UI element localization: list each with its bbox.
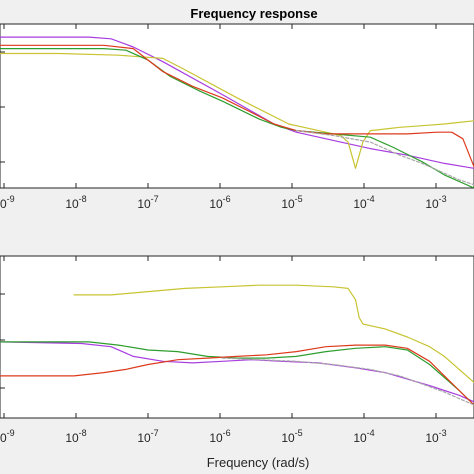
phase-y-ticks (0, 293, 5, 389)
magnitude-x-tick-label-3: 10-6 (209, 194, 230, 211)
chart-title: Frequency response (190, 6, 317, 21)
phase-x-tick-label-6: 10-3 (425, 428, 446, 445)
magnitude-x-tick-label-6: 10-3 (425, 194, 446, 211)
phase-x-tick-label-3: 10-6 (209, 428, 230, 445)
phase-x-ticks: 10-9 10-8 10-7 10-6 10-5 10-4 10-3 (0, 256, 447, 445)
phase-x-tick-label-4: 10-5 (281, 428, 302, 445)
magnitude-x-ticks: 10-9 10-8 10-7 10-6 10-5 10-4 10-3 (0, 24, 447, 211)
magnitude-x-tick-label-0: 10-9 (0, 194, 15, 211)
magnitude-series-line-2 (0, 48, 474, 188)
x-axis-label: Frequency (rad/s) (207, 455, 310, 470)
phase-x-tick-label-5: 10-4 (353, 428, 374, 445)
magnitude-x-tick-label-5: 10-4 (353, 194, 374, 211)
magnitude-plot-area (0, 23, 474, 189)
phase-series-lines (0, 284, 474, 406)
magnitude-series-line-3 (0, 44, 474, 168)
magnitude-x-tick-label-2: 10-7 (137, 194, 158, 211)
magnitude-x-tick-label-4: 10-5 (281, 194, 302, 211)
phase-x-tick-label-1: 10-8 (65, 428, 86, 445)
magnitude-x-tick-label-1: 10-8 (65, 194, 86, 211)
magnitude-series-lines (0, 36, 474, 188)
magnitude-series-line-4 (295, 130, 474, 186)
phase-series-line-4 (221, 357, 474, 406)
phase-series-line-1 (73, 284, 474, 383)
phase-series-line-2 (0, 341, 474, 406)
phase-series-line-0 (0, 341, 474, 403)
phase-x-tick-label-0: 10-9 (0, 428, 15, 445)
phase-plot-area (0, 255, 474, 419)
phase-x-tick-label-2: 10-7 (137, 428, 158, 445)
magnitude-y-ticks (0, 51, 5, 163)
phase-axes[interactable]: 10-9 10-8 10-7 10-6 10-5 10-4 10-3 (0, 255, 474, 445)
phase-series-line-3 (0, 344, 474, 406)
magnitude-axes[interactable]: 10-9 10-8 10-7 10-6 10-5 10-4 10-3 (0, 23, 474, 211)
